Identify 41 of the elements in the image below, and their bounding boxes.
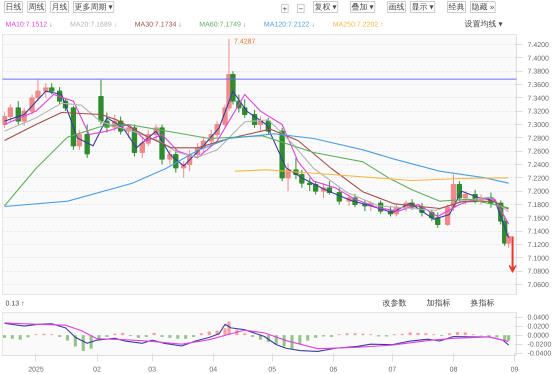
- text: 设置均线 ▾: [464, 20, 503, 28]
- text: 经典: [448, 2, 464, 12]
- text: −: [298, 4, 304, 14]
- bar: [456, 332, 459, 336]
- text: 周线: [28, 2, 44, 12]
- bar: [507, 335, 510, 341]
- candlestick: [76, 129, 82, 150]
- bar: [306, 335, 310, 341]
- bar: [82, 335, 85, 351]
- text: 画线: [388, 2, 404, 12]
- bar: [208, 332, 211, 336]
- bar: [2, 335, 6, 338]
- bar: [66, 335, 70, 341]
- candlestick: [506, 232, 512, 248]
- text: 隐藏 »: [472, 2, 495, 12]
- bar: [184, 335, 188, 339]
- bar: [314, 335, 318, 338]
- bar: [18, 335, 22, 340]
- candlestick: [336, 187, 342, 205]
- text: 叠加 ▾: [352, 2, 374, 12]
- bar: [464, 332, 467, 336]
- bar: [176, 335, 180, 339]
- candlestick: [49, 82, 54, 95]
- text: +: [282, 4, 288, 14]
- line-series: [234, 169, 510, 182]
- text: 日线: [6, 2, 22, 12]
- candlestick: [43, 82, 48, 98]
- bar: [168, 335, 172, 338]
- bar: [503, 335, 506, 341]
- candlestick: [462, 190, 468, 205]
- text: 月线: [52, 2, 68, 12]
- bar: [10, 335, 14, 339]
- text: 更多周期 ▾: [74, 2, 113, 12]
- text: 换指标: [470, 298, 494, 308]
- text: 显示 ▾: [412, 2, 434, 12]
- text: 加指标: [426, 298, 450, 308]
- bar: [298, 335, 302, 344]
- bar: [136, 335, 140, 338]
- text: 改参数: [382, 298, 406, 308]
- candlestick: [84, 124, 90, 158]
- text: 复权 ▾: [314, 2, 337, 12]
